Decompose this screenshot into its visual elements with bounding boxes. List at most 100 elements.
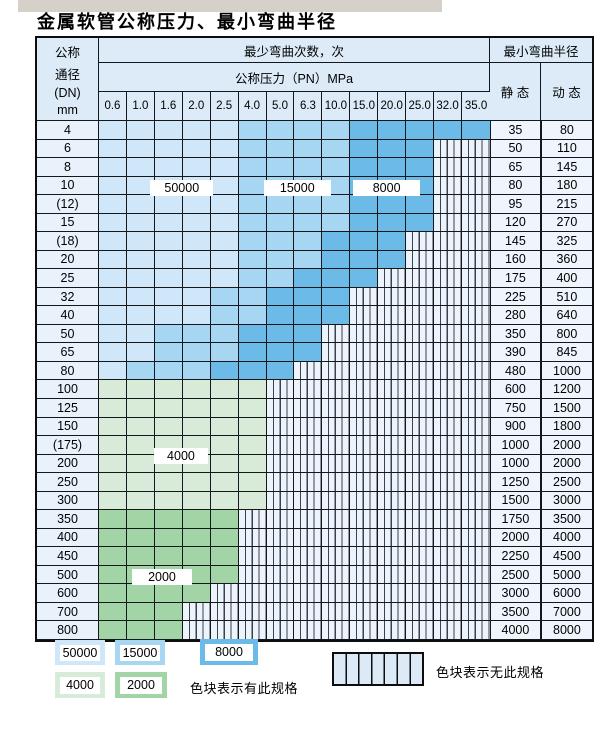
no-spec-cell xyxy=(434,380,462,399)
spec-cell-b1 xyxy=(126,158,155,177)
legend-swatch-15000: 15000 xyxy=(115,640,165,665)
no-spec-cell xyxy=(378,621,407,640)
no-spec-cell xyxy=(434,213,462,233)
no-spec-cell xyxy=(461,324,490,344)
table-row-dn-25: 25 175 400 xyxy=(37,269,592,288)
no-spec-cell xyxy=(461,398,490,418)
spec-cell-b1 xyxy=(154,121,183,140)
dn-header-line-3: mm xyxy=(57,102,78,117)
no-spec-cell xyxy=(378,324,407,344)
no-spec-cell xyxy=(406,547,435,566)
table-row-dn-4: 4 35 80 xyxy=(37,121,592,140)
pressure-col-header-1.6: 1.6 xyxy=(154,92,183,121)
dynamic-value-cell: 6000 xyxy=(540,584,592,603)
legend-swatch-4000: 4000 xyxy=(55,672,105,698)
spec-cell-b2 xyxy=(294,213,323,233)
spec-cell-b3 xyxy=(378,139,407,159)
no-spec-cell xyxy=(350,547,379,566)
table-row-dn-80: 80 480 1000 xyxy=(37,361,592,381)
spec-cell-b1 xyxy=(99,158,127,177)
table-row-dn-700: 700 3500 7000 xyxy=(37,602,592,622)
spec-cell-b3 xyxy=(378,250,407,270)
no-spec-cell xyxy=(294,454,323,474)
spec-cell-b3 xyxy=(461,121,490,140)
spec-cell-b2 xyxy=(266,121,295,140)
no-spec-cell xyxy=(350,361,379,381)
static-value-cell: 1500 xyxy=(489,491,541,511)
spec-cell-g1 xyxy=(210,436,239,455)
spec-cell-g2 xyxy=(182,584,211,603)
spec-cell-g1 xyxy=(154,398,183,418)
no-spec-cell xyxy=(294,436,323,455)
spec-cell-g1 xyxy=(210,491,239,511)
spec-cell-b1 xyxy=(182,287,211,307)
static-value-cell: 750 xyxy=(489,398,541,418)
spec-cell-b2 xyxy=(266,232,295,251)
no-spec-cell xyxy=(294,602,323,622)
spec-cell-b1 xyxy=(154,139,183,159)
spec-cell-b1 xyxy=(126,121,155,140)
no-spec-cell xyxy=(322,324,351,344)
no-spec-cell xyxy=(461,250,490,270)
dynamic-value-cell: 1800 xyxy=(540,417,592,437)
dn-header-line-2: (DN) xyxy=(54,85,81,100)
no-spec-cell xyxy=(294,473,323,492)
spec-cell-b1 xyxy=(99,306,127,325)
no-spec-cell xyxy=(406,269,435,288)
spec-cell-b2 xyxy=(238,176,267,196)
spec-cell-b1 xyxy=(210,158,239,177)
spec-cell-g1 xyxy=(126,417,155,437)
spec-cell-g2 xyxy=(99,565,127,585)
spec-cell-g1 xyxy=(126,398,155,418)
no-spec-cell xyxy=(210,602,239,622)
no-spec-cell xyxy=(294,361,323,381)
no-spec-cell xyxy=(294,547,323,566)
table-row-dn-400: 400 2000 4000 xyxy=(37,528,592,548)
table-row-dn-40: 40 280 640 xyxy=(37,306,592,325)
spec-cell-b2 xyxy=(294,139,323,159)
spec-cell-b3 xyxy=(406,158,435,177)
spec-cell-b3 xyxy=(322,306,351,325)
spec-cell-b1 xyxy=(182,232,211,251)
no-spec-cell xyxy=(294,380,323,399)
spec-cell-b1 xyxy=(99,176,127,196)
spec-cell-g1 xyxy=(182,417,211,437)
spec-cell-b1 xyxy=(154,213,183,233)
dynamic-value-cell: 110 xyxy=(540,139,592,159)
static-value-cell: 145 xyxy=(489,232,541,251)
spec-cell-b1 xyxy=(154,306,183,325)
no-spec-cell xyxy=(461,195,490,214)
cycle-count-label-2000: 2000 xyxy=(131,568,192,585)
static-value-cell: 3500 xyxy=(489,602,541,622)
static-value-cell: 900 xyxy=(489,417,541,437)
table-row-dn-20: 20 160 360 xyxy=(37,250,592,270)
spec-cell-g1 xyxy=(126,491,155,511)
no-spec-cell xyxy=(266,473,295,492)
dynamic-value-cell: 7000 xyxy=(540,602,592,622)
no-spec-cell xyxy=(406,361,435,381)
legend-has-spec-text: 色块表示有此规格 xyxy=(190,681,299,696)
spec-cell-g2 xyxy=(99,602,127,622)
pressure-col-header-10.0: 10.0 xyxy=(322,92,351,121)
spec-cell-b2 xyxy=(182,361,211,381)
no-spec-cell xyxy=(350,380,379,399)
legend-swatch-50000: 50000 xyxy=(55,640,105,665)
no-spec-cell xyxy=(266,621,295,640)
no-spec-cell xyxy=(378,547,407,566)
no-spec-cell xyxy=(322,510,351,529)
spec-cell-b1 xyxy=(99,343,127,362)
pressure-col-header-32.0: 32.0 xyxy=(434,92,463,121)
no-spec-cell xyxy=(461,380,490,399)
no-spec-cell xyxy=(434,195,462,214)
spec-cell-b2 xyxy=(126,361,155,381)
spec-cell-b1 xyxy=(154,195,183,214)
table-row-dn-200: 200 1000 2000 xyxy=(37,454,592,474)
pressure-col-header-2.5: 2.5 xyxy=(210,92,239,121)
no-spec-cell xyxy=(266,547,295,566)
no-spec-cell xyxy=(406,324,435,344)
dynamic-value-cell: 845 xyxy=(540,343,592,362)
dn-header-cell: 公称 通径 (DN) mm xyxy=(37,38,99,121)
table-body: 4 35 80 6 50 110 8 65 145 10 80 180 (12) 95 215 15 120 27… xyxy=(37,121,592,640)
table-row-dn-150: 150 900 1800 xyxy=(37,417,592,437)
no-spec-cell xyxy=(378,436,407,455)
